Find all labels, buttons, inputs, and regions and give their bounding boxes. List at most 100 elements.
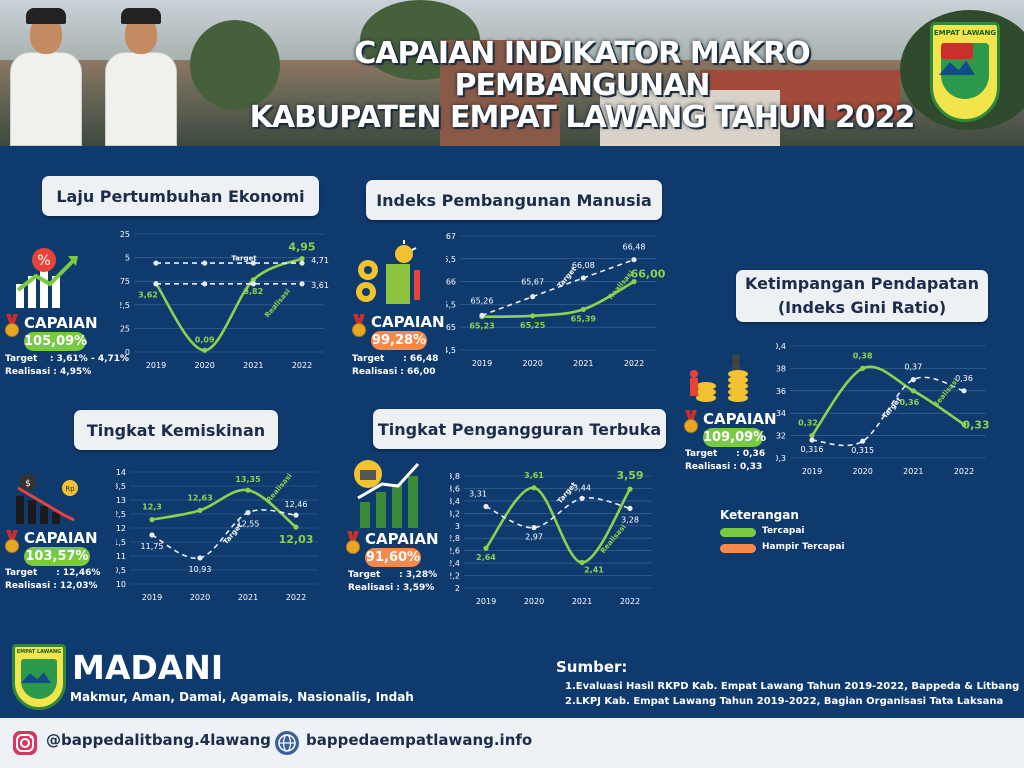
y-tick-label: 66,5 — [446, 255, 456, 264]
data-point — [250, 260, 256, 266]
data-label: 0,36 — [899, 398, 919, 407]
lpe-target: Target : 3,61% - 4,71% — [5, 354, 130, 364]
data-label: 2,41 — [584, 565, 604, 574]
target-line — [485, 497, 631, 529]
tpt-realisasi: Realisasi : 3,59% — [348, 583, 435, 593]
tpt-target: Target : 3,28% — [348, 570, 438, 580]
x-tick-label: 2021 — [243, 361, 263, 370]
coin-stacks-people-icon — [690, 354, 748, 402]
x-tick-label: 2019 — [476, 597, 496, 606]
data-point — [483, 545, 489, 551]
data-label: 3,61 — [311, 281, 329, 290]
money-bag-growth-icon: % — [16, 248, 78, 308]
target-line — [811, 376, 965, 447]
madani-word: MADANI — [72, 648, 224, 687]
x-tick-label: 2022 — [624, 359, 644, 368]
data-label: 65,39 — [571, 314, 597, 323]
realisasi-line — [810, 365, 965, 437]
y-tick-label: 0,38 — [776, 364, 786, 373]
data-point — [579, 495, 585, 501]
y-tick-label: 10 — [116, 580, 126, 589]
data-point — [299, 281, 305, 287]
x-tick-label: 2019 — [142, 593, 162, 602]
data-label: 0,33 — [962, 418, 989, 431]
data-point — [580, 306, 586, 313]
y-tick-label: 0,32 — [776, 432, 786, 441]
sumber-title: Sumber: — [556, 658, 628, 676]
x-tick-label: 2020 — [190, 593, 210, 602]
y-tick-label: 13,5 — [116, 482, 126, 491]
data-point — [809, 433, 815, 439]
gini-target: Target : 0,36 — [685, 449, 766, 459]
data-point — [961, 421, 967, 427]
gini-title-line-1: Ketimpangan Pendapatan — [745, 274, 979, 293]
ipm-capaian-label: CAPAIAN — [371, 313, 445, 331]
y-tick-label: 12,5 — [116, 510, 126, 519]
data-label: 12,03 — [279, 533, 314, 546]
data-point — [245, 487, 251, 493]
data-label: 4,95 — [288, 241, 315, 254]
data-point — [910, 377, 916, 383]
y-tick-label: 2 — [455, 584, 460, 593]
ipm-realisasi: Realisasi : 66,00 — [352, 367, 436, 377]
data-label: 0,36 — [955, 374, 973, 383]
series-label: Target — [881, 395, 904, 420]
data-label: 13,35 — [235, 475, 261, 484]
sumber-item-1: 1.Evaluasi Hasil RKPD Kab. Empat Lawang … — [565, 681, 1020, 692]
data-label: 12,3 — [142, 503, 162, 512]
y-tick-label: 11,5 — [116, 538, 126, 547]
tpt-capaian-label: CAPAIAN — [365, 530, 439, 548]
gini-chart: 0,3 0,32 0,34 0,36 0,38 0,4 2019 2020 2021 2022 0,… — [776, 342, 990, 476]
data-point — [293, 512, 299, 518]
globe-icon[interactable] — [274, 730, 300, 756]
tpt-title: Tingkat Pengangguran Terbuka — [373, 409, 666, 449]
data-point — [197, 555, 203, 561]
data-point — [149, 532, 155, 538]
data-point — [910, 388, 916, 394]
lpe-realisasi: Realisasi : 4,95% — [5, 367, 92, 377]
y-tick-label: 2,5 — [120, 301, 130, 310]
x-tick-label: 2020 — [522, 359, 542, 368]
declining-bars-icon: $ Rp — [16, 474, 78, 524]
medal-icon — [346, 531, 360, 555]
x-tick-label: 2019 — [146, 361, 166, 370]
data-label: 0,09 — [195, 335, 215, 344]
data-label: 4,71 — [311, 256, 329, 265]
y-tick-label: 3,4 — [450, 497, 460, 506]
data-point — [202, 347, 208, 353]
data-label: 0,316 — [801, 445, 824, 454]
medal-icon — [684, 410, 698, 434]
y-tick-label: 0,3 — [776, 454, 786, 463]
series-label: Realisasi — [263, 287, 292, 319]
x-tick-label: 2021 — [573, 359, 593, 368]
data-point — [627, 486, 633, 492]
data-label: 0,37 — [904, 363, 922, 372]
data-label: 12,46 — [285, 500, 308, 509]
madani-tagline: Makmur, Aman, Damai, Agamais, Nasionalis… — [70, 690, 414, 704]
y-tick-label: 5 — [125, 254, 130, 263]
medal-icon — [5, 530, 19, 554]
data-label: 66,08 — [572, 261, 595, 270]
data-point — [627, 505, 633, 511]
data-label: 11,75 — [141, 542, 164, 551]
y-tick-label: 2,4 — [450, 559, 460, 568]
x-tick-label: 2020 — [852, 467, 872, 476]
data-point — [250, 277, 256, 283]
lpe-capaian-label: CAPAIAN — [24, 314, 98, 332]
y-tick-label: 64,5 — [446, 346, 456, 355]
series-label: Realisasi — [932, 377, 961, 409]
data-point — [299, 260, 305, 266]
website-link[interactable]: bappedaempatlawang.info — [306, 731, 533, 749]
official-photo-1 — [10, 6, 82, 146]
y-tick-label: 6,25 — [120, 230, 130, 239]
instagram-handle[interactable]: @bappedalitbang.4lawang — [46, 731, 271, 749]
instagram-icon[interactable] — [12, 730, 38, 756]
data-label: 2,64 — [476, 553, 496, 562]
banner-building — [600, 90, 780, 146]
lpe-chart: 0 1,25 2,5 3,75 5 6,25 2019 2020 2021 2022 3,62 0,0… — [120, 230, 329, 370]
logo-text: EMPAT LAWANG — [933, 29, 997, 37]
ipm-chart: 64,5 65 65,5 66 66,5 67 2019 2020 2021 2022 65,23 6… — [446, 232, 666, 368]
briefcase-growth-icon — [354, 460, 420, 528]
x-tick-label: 2022 — [292, 361, 312, 370]
kemiskinan-chart: 10 10,5 11 11,5 12 12,5 13 13,5 14 2019 2020 2021 20… — [116, 468, 318, 602]
